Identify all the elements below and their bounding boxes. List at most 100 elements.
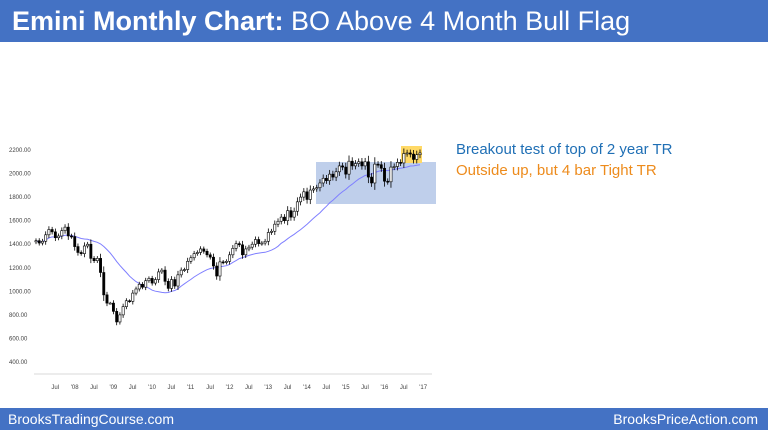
candle: [366, 155, 370, 184]
candle: [360, 157, 364, 170]
candle: [412, 150, 415, 164]
candle: [389, 161, 393, 188]
candle: [392, 163, 396, 171]
candle: [221, 260, 225, 265]
candle: [147, 276, 151, 283]
candle-body: [112, 302, 115, 312]
candle-body: [295, 201, 299, 212]
candle: [102, 266, 106, 301]
candle-body: [99, 258, 102, 273]
candle-body: [321, 177, 325, 184]
candle: [253, 236, 257, 248]
x-tick-label: Jul: [361, 385, 369, 391]
candle: [247, 244, 251, 252]
candle-body: [170, 279, 173, 289]
candle-body: [392, 166, 396, 168]
candle-body: [228, 254, 232, 262]
candle: [199, 246, 203, 256]
candle-body: [208, 254, 212, 258]
candle-body: [128, 300, 132, 303]
candle-body: [183, 269, 186, 271]
candle-body: [141, 283, 144, 288]
candle: [315, 184, 319, 192]
candle: [399, 159, 403, 167]
candle: [60, 227, 64, 240]
candle: [166, 278, 170, 292]
candle-body: [102, 272, 106, 296]
candle-body: [234, 243, 238, 249]
candle-body: [160, 269, 164, 273]
candle-body: [292, 210, 296, 218]
candle: [89, 239, 93, 264]
candle: [208, 252, 212, 260]
candle: [383, 162, 386, 187]
candle: [112, 300, 115, 315]
candle: [331, 170, 335, 181]
candle-body: [150, 278, 154, 284]
candle-body: [360, 161, 364, 167]
candle: [337, 161, 341, 176]
candle-body: [224, 260, 228, 263]
y-tick-label: 1800.00: [9, 195, 31, 201]
x-tick-label: Jul: [129, 385, 137, 391]
candle-body: [315, 187, 319, 190]
candle-body: [318, 182, 322, 188]
candle: [50, 226, 54, 235]
candle: [57, 233, 61, 241]
candle: [189, 255, 193, 264]
candle: [183, 267, 186, 272]
candle-body: [176, 274, 180, 287]
candle-body: [386, 180, 390, 183]
candle-body: [324, 177, 328, 181]
candle: [250, 241, 254, 250]
candle-body: [257, 239, 261, 244]
candle-body: [231, 248, 235, 256]
candle-body: [199, 248, 203, 253]
candle-body: [412, 153, 415, 160]
candle: [131, 289, 135, 305]
candle: [305, 187, 309, 204]
candle-body: [237, 243, 241, 246]
candle: [118, 312, 122, 325]
candle-body: [260, 242, 264, 245]
candle-body: [250, 243, 254, 248]
x-tick-label: '17: [419, 385, 427, 391]
y-tick-label: 400.00: [9, 360, 28, 366]
x-tick-label: '12: [226, 385, 234, 391]
candle: [299, 193, 303, 206]
candle-body: [328, 173, 332, 181]
candle: [295, 197, 299, 216]
candle: [244, 245, 248, 258]
candle-body: [115, 311, 119, 323]
candle-body: [41, 240, 44, 244]
candle: [153, 277, 157, 286]
candle-body: [186, 260, 190, 270]
candles: [34, 148, 422, 326]
y-tick-label: 1400.00: [9, 242, 31, 248]
candle-body: [95, 258, 99, 262]
x-axis-ticks: Jul '08 Jul '09 Jul '10 Jul '11 Jul '12 Jul '13 Jul '…: [51, 385, 427, 391]
candle: [363, 157, 367, 170]
candle: [266, 228, 270, 246]
candle-body: [221, 261, 225, 264]
candle: [215, 262, 219, 280]
candle: [234, 240, 238, 252]
footer-band: BrooksTradingCourse.com BrooksPriceActio…: [0, 408, 768, 430]
candle: [79, 250, 83, 256]
candle: [179, 267, 183, 278]
candle: [260, 240, 264, 246]
candle-body: [189, 257, 193, 262]
candle-body: [347, 160, 351, 175]
candle-body: [283, 216, 286, 221]
candle-body: [131, 292, 135, 302]
x-tick-label: '13: [264, 385, 272, 391]
candle: [34, 238, 38, 245]
candle-body: [60, 230, 64, 237]
y-tick-label: 1000.00: [9, 289, 31, 295]
candle-body: [331, 173, 335, 178]
candle: [263, 238, 267, 246]
y-tick-label: 800.00: [9, 313, 28, 319]
candle: [41, 238, 44, 246]
candle-body: [402, 153, 406, 164]
candle-body: [312, 188, 315, 191]
